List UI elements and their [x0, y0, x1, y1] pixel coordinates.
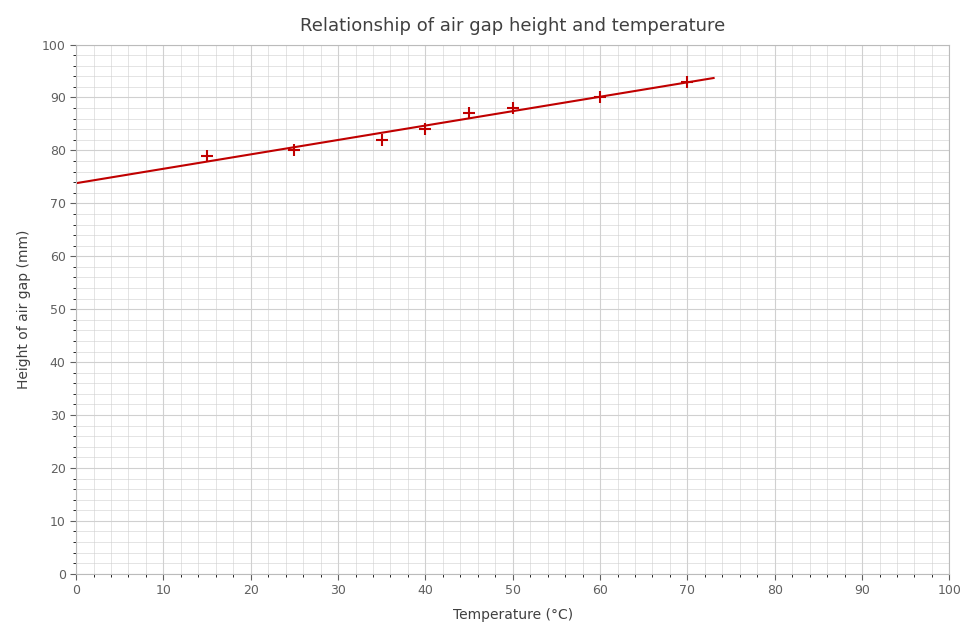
Title: Relationship of air gap height and temperature: Relationship of air gap height and tempe… [300, 17, 725, 35]
Y-axis label: Height of air gap (mm): Height of air gap (mm) [17, 229, 30, 389]
X-axis label: Temperature (°C): Temperature (°C) [452, 608, 573, 622]
